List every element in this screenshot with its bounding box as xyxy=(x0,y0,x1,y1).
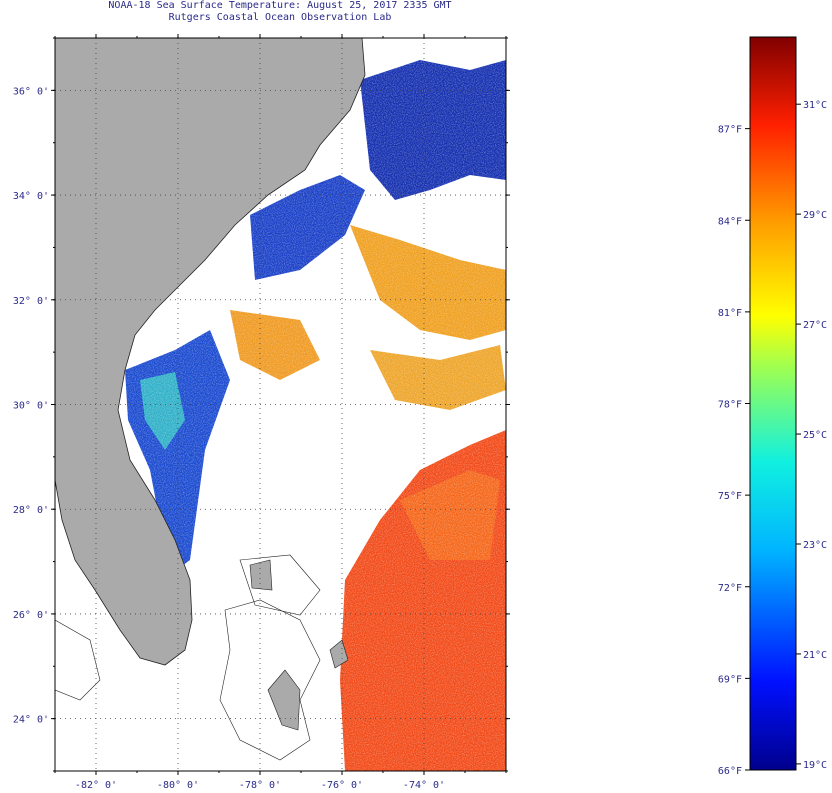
bathymetry-contour-3 xyxy=(55,619,101,701)
lat-label: 26° 0' xyxy=(13,610,49,621)
fahrenheit-label: 72°F xyxy=(718,583,742,594)
lon-label: -78° 0' xyxy=(239,780,281,791)
bathymetry-contour xyxy=(219,599,321,761)
lat-label: 32° 0' xyxy=(13,296,49,307)
celsius-label: 21°C xyxy=(803,650,827,661)
land-bahamas-1 xyxy=(267,669,301,731)
map-subtitle: Rutgers Coastal Ocean Observation Lab xyxy=(168,12,392,23)
fahrenheit-label: 84°F xyxy=(718,216,742,227)
longitude-axis: -82° 0' -80° 0' -78° 0' -76° 0' -74° 0' xyxy=(54,34,507,791)
map-title: NOAA-18 Sea Surface Temperature: August … xyxy=(108,0,452,11)
lon-label: -76° 0' xyxy=(321,780,363,791)
lon-label: -74° 0' xyxy=(403,780,445,791)
latitude-axis: 36° 0' 34° 0' 32° 0' 30° 0' 28° 0' 26° 0' 24° … xyxy=(13,37,510,772)
fahrenheit-scale: 87°F 84°F 81°F 78°F 75°F 72°F 69°F 66°F xyxy=(718,125,750,777)
celsius-label: 25°C xyxy=(803,430,827,441)
lat-label: 30° 0' xyxy=(13,401,49,412)
fahrenheit-label: 75°F xyxy=(718,491,742,502)
land-bahamas-3 xyxy=(329,639,349,669)
lon-label: -82° 0' xyxy=(75,780,117,791)
fahrenheit-label: 81°F xyxy=(718,308,742,319)
lon-label: -80° 0' xyxy=(157,780,199,791)
lat-label: 24° 0' xyxy=(13,715,49,726)
fahrenheit-label: 69°F xyxy=(718,674,742,685)
lat-label: 36° 0' xyxy=(13,86,49,97)
graticule xyxy=(55,38,506,771)
land-us-east-coast xyxy=(55,38,366,666)
fahrenheit-label: 87°F xyxy=(718,125,742,136)
celsius-scale: 31°C 29°C 27°C 25°C 23°C 21°C 19°C xyxy=(796,100,827,771)
fahrenheit-label: 66°F xyxy=(718,766,742,777)
celsius-label: 31°C xyxy=(803,100,827,111)
fahrenheit-label: 78°F xyxy=(718,400,742,411)
celsius-label: 19°C xyxy=(803,760,827,771)
celsius-label: 23°C xyxy=(803,540,827,551)
celsius-label: 27°C xyxy=(803,320,827,331)
lat-label: 28° 0' xyxy=(13,505,49,516)
lat-label: 34° 0' xyxy=(13,191,49,202)
colorbar-gradient xyxy=(749,36,797,771)
celsius-label: 29°C xyxy=(803,210,827,221)
bathymetry-contour-2 xyxy=(239,554,321,616)
land-bahamas-2 xyxy=(249,559,273,591)
